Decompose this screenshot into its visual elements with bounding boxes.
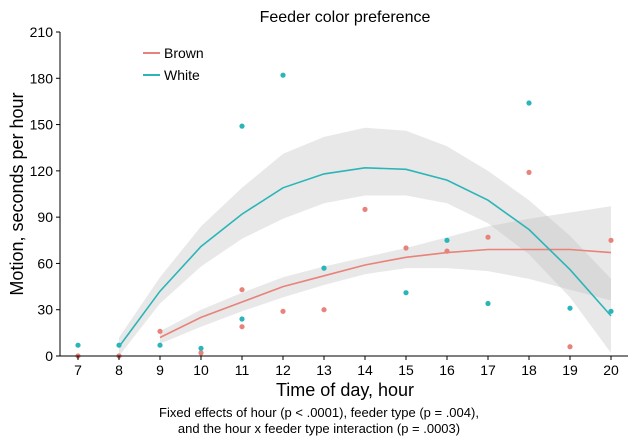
data-point-white [485, 300, 491, 307]
x-tick-label: 7 [74, 362, 82, 378]
fit-line-brown [159, 248, 612, 339]
x-tick-label: 15 [398, 362, 414, 378]
fit-line-white [118, 166, 612, 348]
confidence-band-brown [160, 206, 611, 344]
y-tick-label: 60 [37, 255, 53, 271]
y-tick-label: 90 [37, 209, 53, 225]
data-point-white [116, 342, 122, 348]
caption-line-2: and the hour x feeder type interaction (… [177, 421, 461, 436]
x-tick-label: 20 [603, 362, 619, 378]
data-point-brown [321, 307, 327, 313]
legend-label-white: White [164, 67, 200, 83]
data-point-brown [157, 328, 163, 334]
x-tick-label: 9 [156, 362, 164, 378]
x-tick-label: 13 [316, 362, 332, 378]
x-tick-label: 8 [115, 362, 123, 378]
data-point-white [198, 345, 204, 351]
data-point-brown [567, 344, 573, 350]
legend-label-brown: Brown [164, 45, 204, 61]
data-point-brown [239, 324, 245, 330]
data-point-brown [608, 237, 614, 243]
data-point-white [75, 342, 81, 348]
x-tick-label: 11 [235, 362, 250, 378]
data-point-white [280, 72, 286, 78]
x-tick-label: 14 [357, 362, 373, 378]
data-point-brown [362, 206, 368, 212]
data-point-white [239, 123, 245, 129]
y-tick-label: 210 [30, 24, 54, 40]
data-point-brown [403, 245, 409, 251]
x-tick-label: 18 [521, 362, 537, 378]
y-tick-label: 120 [30, 163, 54, 179]
x-tick-label: 10 [193, 362, 209, 378]
data-point-white [157, 342, 163, 348]
y-axis-title: Motion, seconds per hour [7, 92, 27, 295]
data-point-white [444, 237, 450, 243]
x-tick-label: 12 [275, 362, 291, 378]
data-point-white [239, 316, 245, 322]
x-axis-title: Time of day, hour [276, 380, 414, 400]
data-point-brown [280, 308, 286, 314]
confidence-band-white [119, 127, 611, 356]
y-tick-label: 0 [45, 348, 53, 364]
data-point-brown [239, 287, 245, 293]
data-point-brown [444, 248, 450, 254]
plot-area: 0 30 60 90 120 150 180 210 7 8 9 10 11 12 13 14 15 16 17 18… [30, 24, 628, 378]
data-point-white [608, 308, 614, 314]
x-tick-label: 19 [562, 362, 578, 378]
caption-line-1: Fixed effects of hour (p < .0001), feede… [159, 405, 479, 420]
data-point-white [526, 100, 532, 106]
x-tick-label: 17 [480, 362, 496, 378]
data-point-brown [526, 169, 532, 175]
x-tick-label: 16 [439, 362, 455, 378]
data-point-brown [198, 350, 204, 356]
chart-title: Feeder color preference [260, 9, 431, 26]
y-tick-label: 30 [37, 302, 53, 318]
data-point-white [567, 305, 573, 311]
data-point-white [403, 290, 409, 296]
y-tick-label: 180 [30, 70, 54, 86]
y-tick-label: 150 [30, 117, 54, 133]
data-point-white [321, 265, 327, 271]
data-point-brown [485, 234, 491, 240]
